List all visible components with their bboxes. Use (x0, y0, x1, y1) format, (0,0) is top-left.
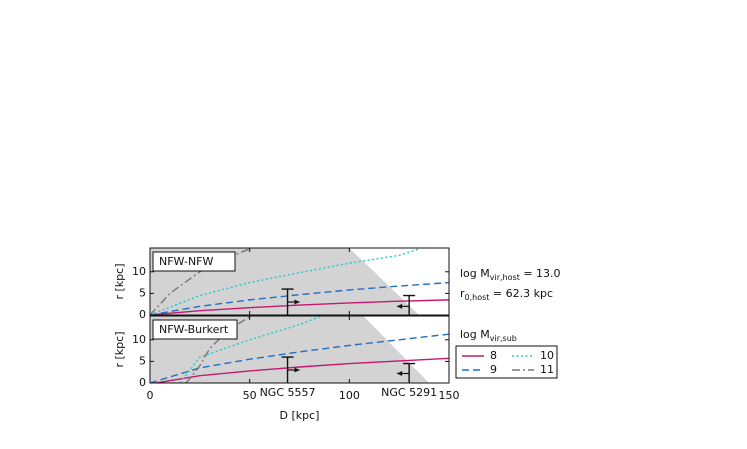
x-tick-label: 50 (243, 389, 257, 402)
arrow-head (294, 367, 300, 373)
curve (150, 299, 449, 315)
marker-label: NGC 5291 (381, 386, 437, 399)
y-tick-label: 5 (139, 354, 146, 367)
y-axis-label: r [kpc] (113, 331, 126, 367)
x-axis-label: D [kpc] (280, 409, 320, 422)
arrow-head (294, 299, 300, 305)
arrow-head (397, 370, 403, 376)
curve (150, 248, 420, 315)
curve (185, 316, 251, 383)
curve (179, 316, 320, 383)
legend-box (455, 345, 558, 379)
curve (155, 357, 449, 383)
x-tick-label: 0 (147, 389, 154, 402)
panel-frame (149, 247, 450, 316)
y-tick-label: 10 (132, 333, 146, 346)
panel-label-box (152, 319, 238, 340)
x-tick-label: 100 (339, 389, 360, 402)
x-tick-label: 150 (439, 389, 460, 402)
y-tick-label: 0 (139, 308, 146, 321)
curve (150, 281, 449, 315)
legend-label: 8 (490, 349, 497, 362)
y-tick-label: 10 (132, 265, 146, 278)
legend-title: log Mvir,sub (460, 328, 517, 343)
y-tick-label: 5 (139, 286, 146, 299)
legend-label: 9 (490, 363, 497, 376)
legend-label: 11 (540, 363, 554, 376)
y-axis-label: r [kpc] (113, 263, 126, 299)
legend-label: 10 (540, 349, 554, 362)
panel-label-box (152, 251, 236, 272)
panel-label: NFW-NFW (159, 255, 214, 268)
panel-label: NFW-Burkert (159, 323, 229, 336)
curve (150, 248, 250, 315)
arrow-head (397, 303, 403, 309)
host-mass: log Mvir,host = 13.0 (460, 267, 561, 282)
host-radius: r0,host = 62.3 kpc (460, 287, 553, 302)
panel-frame (149, 315, 450, 384)
marker-label: NGC 5557 (260, 386, 316, 399)
curve (150, 333, 449, 383)
y-tick-label: 0 (139, 376, 146, 389)
